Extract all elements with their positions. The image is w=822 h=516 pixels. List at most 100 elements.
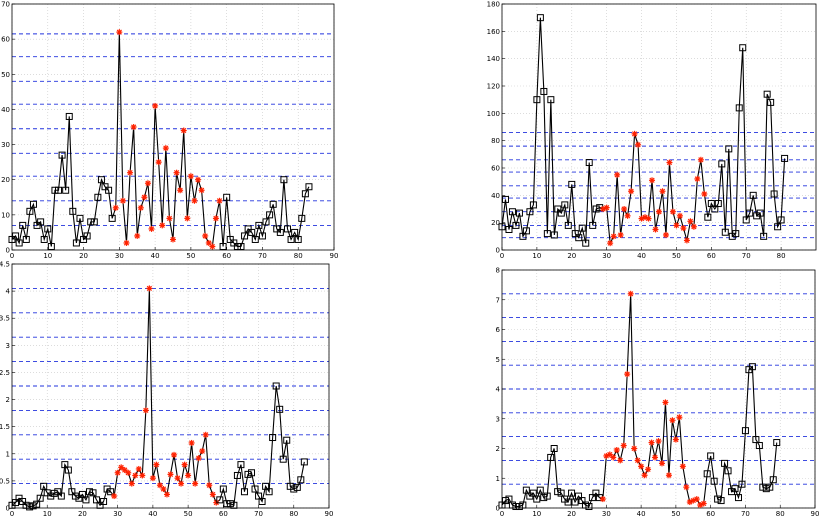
star-stroke xyxy=(687,218,694,224)
data-point-square xyxy=(219,242,227,250)
data-point-star xyxy=(669,417,676,424)
y-tick-label: 6 xyxy=(496,326,501,334)
star-stroke xyxy=(210,491,216,498)
x-tick-label: 40 xyxy=(637,252,646,260)
data-point-square xyxy=(533,96,541,104)
star-stroke xyxy=(610,454,616,461)
data-point-square xyxy=(105,186,113,194)
data-point-star xyxy=(679,463,686,470)
data-point-square xyxy=(223,193,231,201)
data-point-square xyxy=(241,232,249,240)
data-point-square xyxy=(262,482,270,490)
star-stroke xyxy=(125,470,131,476)
x-tick-label: 0 xyxy=(10,510,14,516)
y-tick-label: 1 xyxy=(6,450,10,458)
data-point-square xyxy=(265,488,273,496)
star-stroke xyxy=(652,226,659,233)
data-point-star xyxy=(620,442,627,449)
data-point-star xyxy=(676,414,683,421)
data-point-square xyxy=(568,489,576,497)
data-point-star xyxy=(188,439,195,446)
data-point-star xyxy=(130,124,137,130)
star-stroke xyxy=(691,224,697,230)
data-point-star xyxy=(111,493,118,500)
data-point-square xyxy=(732,230,740,238)
star-stroke xyxy=(673,436,679,443)
data-point-square xyxy=(739,44,747,52)
star-stroke xyxy=(680,225,687,231)
y-tick-label: 40 xyxy=(1,106,10,114)
series-line xyxy=(11,288,305,508)
data-point-star xyxy=(116,29,123,36)
data-point-star xyxy=(610,454,617,461)
star-stroke xyxy=(628,291,634,297)
x-tick-label: 40 xyxy=(148,510,157,516)
y-tick-label: 8 xyxy=(496,267,500,275)
star-stroke xyxy=(641,472,648,478)
star-stroke xyxy=(621,206,627,212)
data-point-star xyxy=(641,472,648,479)
data-point-star xyxy=(676,212,683,219)
star-stroke xyxy=(148,226,155,232)
x-tick-label: 40 xyxy=(637,510,646,516)
y-tick-label: 10 xyxy=(1,211,10,219)
x-tick-label: 90 xyxy=(811,510,820,516)
data-point-square xyxy=(216,496,224,504)
data-point-square xyxy=(501,195,509,203)
chart-panel-top-right: 0 10 20 30 40 50 60 70 80 0 20 40 60 80 100 120 140 160 18… xyxy=(486,0,822,260)
star-stroke xyxy=(677,213,683,219)
data-point-star xyxy=(162,145,169,152)
data-point-star xyxy=(607,240,614,247)
star-stroke xyxy=(167,471,174,478)
data-point-star xyxy=(191,197,198,204)
data-point-square xyxy=(62,186,70,194)
data-point-star xyxy=(627,290,634,297)
x-tick-label: 90 xyxy=(325,510,334,516)
star-stroke xyxy=(192,480,198,487)
data-point-star xyxy=(184,215,191,222)
star-stroke xyxy=(213,215,219,221)
data-point-square xyxy=(508,208,516,216)
star-stroke xyxy=(213,499,219,506)
data-point-square xyxy=(300,458,308,466)
data-point-star xyxy=(156,482,163,489)
star-stroke xyxy=(631,131,638,137)
star-stroke xyxy=(611,233,617,239)
data-point-star xyxy=(614,171,621,178)
data-point-square xyxy=(738,480,746,488)
x-tick-label: 80 xyxy=(289,510,298,516)
star-stroke xyxy=(111,493,117,499)
data-point-square xyxy=(568,180,576,188)
data-point-square xyxy=(575,234,583,242)
data-point-star xyxy=(142,407,149,414)
data-point-star xyxy=(187,173,194,180)
star-stroke xyxy=(656,209,662,215)
data-point-star xyxy=(125,469,132,476)
data-point-square xyxy=(76,214,84,222)
y-tick-label: 0 xyxy=(6,505,10,513)
data-point-star xyxy=(672,436,679,443)
data-point-square xyxy=(770,190,778,198)
star-stroke xyxy=(184,215,190,221)
data-point-square xyxy=(589,221,597,229)
data-point-square xyxy=(244,470,252,478)
data-point-star xyxy=(212,215,219,222)
data-point-square xyxy=(512,221,520,229)
data-point-square xyxy=(734,494,742,502)
data-point-square xyxy=(515,209,523,217)
data-point-star xyxy=(613,446,620,453)
star-stroke xyxy=(195,177,201,183)
data-point-star xyxy=(198,187,205,194)
data-point-square xyxy=(536,486,544,494)
star-stroke xyxy=(638,463,644,469)
y-tick-label: 140 xyxy=(487,55,500,63)
data-point-star xyxy=(628,188,635,195)
star-stroke xyxy=(198,187,205,193)
data-point-star xyxy=(610,233,617,240)
star-stroke xyxy=(174,475,181,481)
data-point-star xyxy=(216,197,223,204)
star-stroke xyxy=(132,472,138,479)
data-point-star xyxy=(149,475,156,482)
data-point-square xyxy=(108,214,116,222)
data-point-star xyxy=(624,371,631,378)
